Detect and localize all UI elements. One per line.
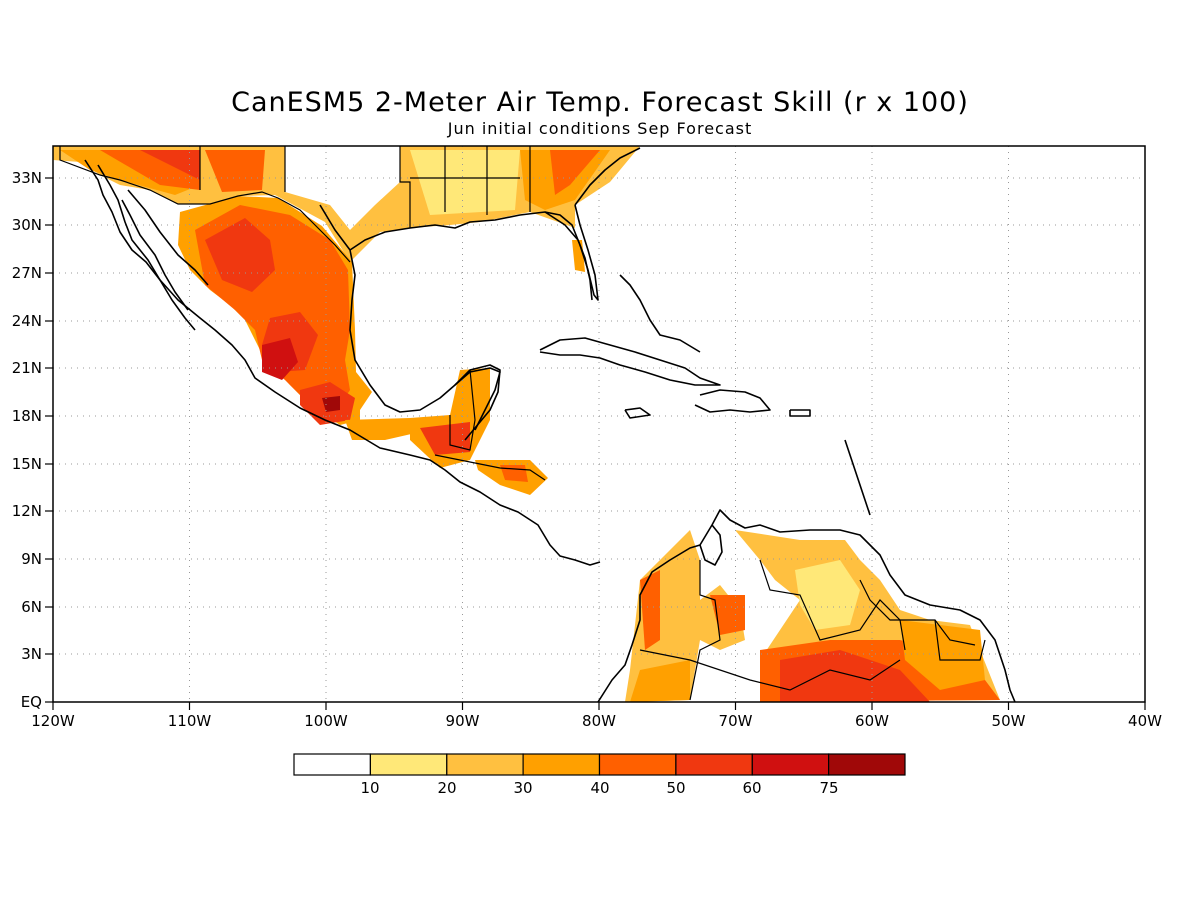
lat-label: 33N [12,169,42,187]
lat-label: 27N [12,264,42,282]
legend-swatch [751,753,830,776]
legend-label: 75 [819,779,838,797]
lat-label: 21N [12,359,42,377]
legend-swatch [522,753,601,776]
legend-swatch [675,753,753,776]
lon-label: 120W [31,712,75,730]
lat-label: 12N [12,502,42,520]
legend-swatch [598,753,677,776]
longitude-labels: 120W 110W 100W 90W 80W 70W 60W 50W 40W [31,712,1162,730]
legend-swatch [369,753,448,776]
legend-label: 40 [590,779,609,797]
lat-label: 24N [12,312,42,330]
legend-swatch [446,753,524,776]
lat-label: 15N [12,455,42,473]
political-borders [59,146,986,701]
lat-label: 18N [12,407,42,425]
lon-label: 60W [855,712,889,730]
axis-tick-marks [45,177,1146,710]
map-subtitle: Jun initial conditions Sep Forecast [447,119,753,138]
color-legend: 10 20 30 40 50 60 75 [293,753,906,797]
legend-swatches [293,753,906,776]
legend-labels: 10 20 30 40 50 60 75 [360,779,838,797]
legend-label: 50 [666,779,685,797]
coastlines [84,147,1016,702]
latitude-labels: EQ 3N 6N 9N 12N 15N 18N 21N 24N 27N 30N … [12,169,42,711]
lat-label: 6N [21,598,42,616]
lat-label: 9N [21,550,42,568]
lon-label: 100W [304,712,348,730]
map-gridlines [53,146,1145,702]
lon-label: 50W [992,712,1026,730]
lat-label: 3N [21,645,42,663]
legend-label: 20 [437,779,456,797]
lat-label: EQ [21,693,42,711]
legend-label: 10 [360,779,379,797]
lon-label: 90W [446,712,480,730]
legend-swatch [293,753,372,776]
lon-label: 80W [582,712,616,730]
legend-label: 30 [513,779,532,797]
plot-area [53,146,1145,702]
skill-shading [53,146,1000,702]
lon-label: 110W [168,712,212,730]
lon-label: 40W [1128,712,1162,730]
map-title: CanESM5 2-Meter Air Temp. Forecast Skill… [231,87,969,118]
lat-label: 30N [12,216,42,234]
legend-label: 60 [742,779,761,797]
legend-swatch [827,753,906,776]
lon-label: 70W [719,712,753,730]
